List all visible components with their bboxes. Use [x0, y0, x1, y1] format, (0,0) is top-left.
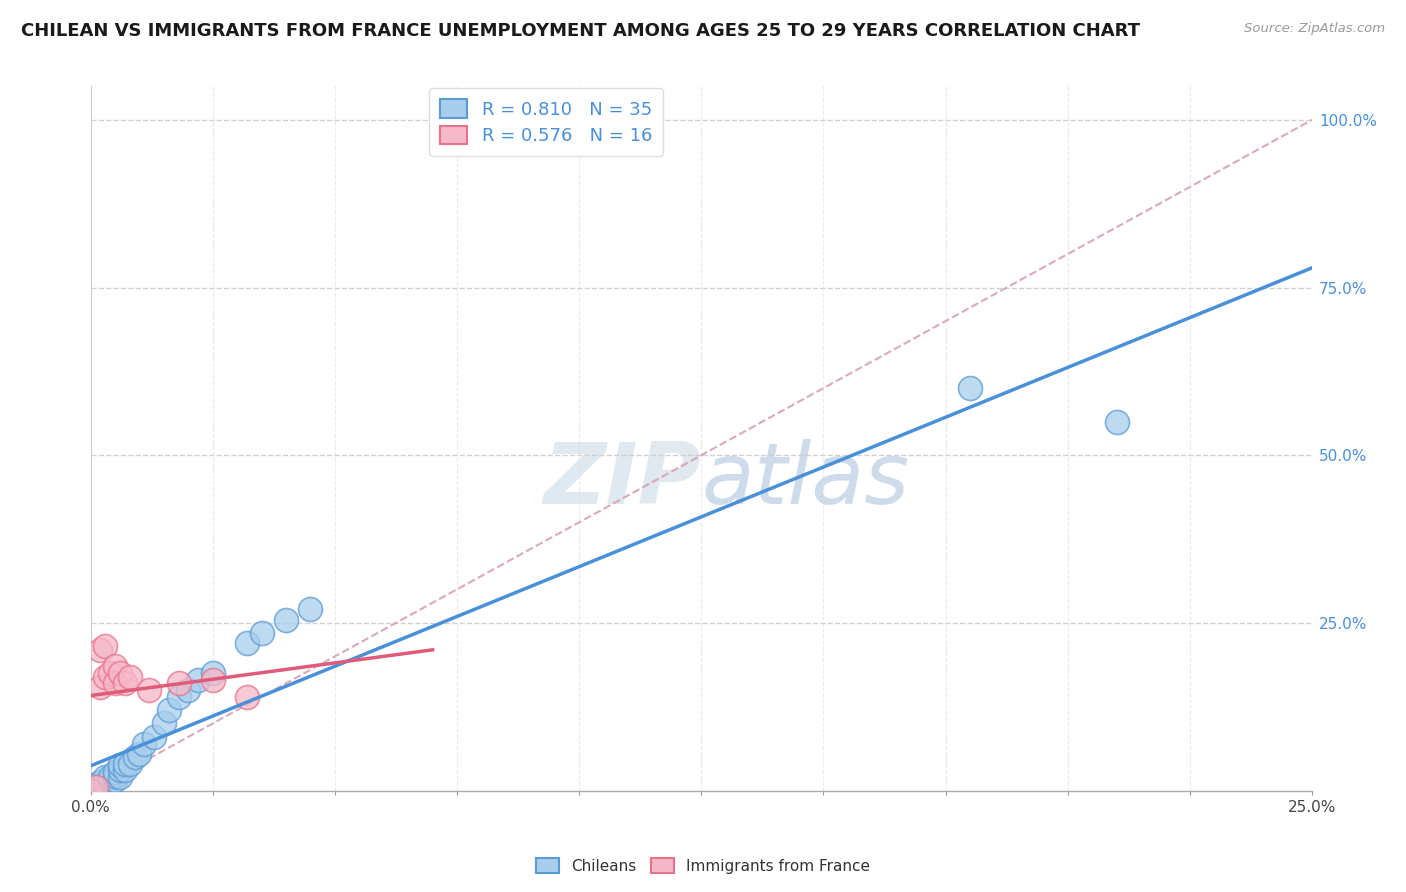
- Point: [104, 764, 127, 779]
- Point: [104, 773, 127, 788]
- Point: [94, 640, 117, 654]
- Point: [94, 775, 117, 789]
- Point: [98, 770, 121, 784]
- Point: [98, 773, 121, 788]
- Point: [108, 666, 131, 681]
- Point: [108, 770, 131, 784]
- Point: [138, 682, 160, 697]
- Point: [98, 666, 121, 681]
- Point: [118, 756, 141, 771]
- Text: CHILEAN VS IMMIGRANTS FROM FRANCE UNEMPLOYMENT AMONG AGES 25 TO 29 YEARS CORRELA: CHILEAN VS IMMIGRANTS FROM FRANCE UNEMPL…: [21, 22, 1140, 40]
- Point: [153, 716, 176, 731]
- Point: [299, 602, 322, 616]
- Point: [89, 680, 111, 694]
- Point: [1105, 415, 1128, 429]
- Point: [114, 764, 136, 778]
- Point: [201, 666, 224, 681]
- Point: [167, 676, 190, 690]
- Point: [108, 764, 131, 778]
- Legend: R = 0.810   N = 35, R = 0.576   N = 16: R = 0.810 N = 35, R = 0.576 N = 16: [429, 88, 664, 156]
- Text: ZIP: ZIP: [544, 439, 702, 522]
- Point: [108, 758, 131, 772]
- Point: [89, 780, 111, 794]
- Point: [187, 673, 209, 687]
- Point: [114, 756, 136, 771]
- Point: [177, 682, 200, 697]
- Point: [128, 747, 150, 761]
- Point: [104, 676, 127, 690]
- Point: [89, 775, 111, 789]
- Point: [89, 642, 111, 657]
- Text: Source: ZipAtlas.com: Source: ZipAtlas.com: [1244, 22, 1385, 36]
- Point: [134, 737, 156, 751]
- Point: [143, 730, 166, 744]
- Point: [104, 659, 127, 673]
- Legend: Chileans, Immigrants from France: Chileans, Immigrants from France: [530, 852, 876, 880]
- Point: [94, 770, 117, 784]
- Point: [114, 676, 136, 690]
- Point: [236, 636, 259, 650]
- Point: [167, 690, 190, 704]
- Point: [157, 703, 180, 717]
- Point: [104, 769, 127, 783]
- Point: [94, 669, 117, 683]
- Point: [118, 669, 141, 683]
- Point: [79, 783, 101, 797]
- Point: [236, 690, 259, 704]
- Text: atlas: atlas: [702, 439, 910, 522]
- Point: [84, 780, 107, 794]
- Point: [250, 626, 273, 640]
- Point: [94, 778, 117, 792]
- Point: [84, 781, 107, 796]
- Point: [274, 613, 297, 627]
- Point: [201, 673, 224, 687]
- Point: [124, 750, 146, 764]
- Point: [79, 783, 101, 797]
- Point: [84, 778, 107, 792]
- Point: [959, 381, 981, 395]
